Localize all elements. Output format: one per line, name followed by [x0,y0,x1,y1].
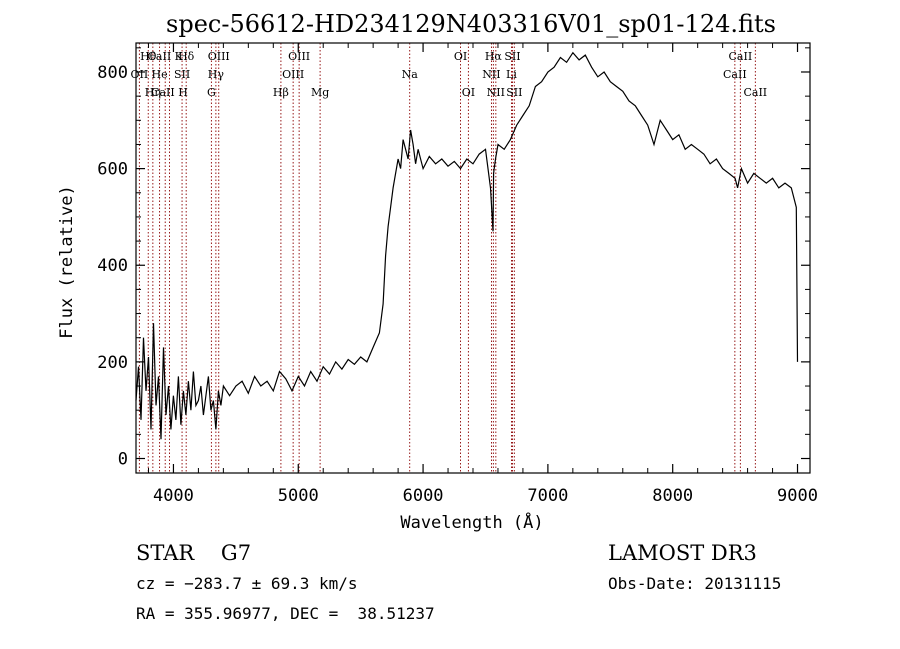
obs-date-text: Obs-Date: 20131115 [608,574,781,593]
y-axis-label: Flux (relative) [57,185,77,339]
line-marker-label: CaII K [148,50,184,63]
y-tick-label: 0 [118,450,128,470]
plot-frame [135,42,811,474]
object-class: STAR G7 [136,541,251,565]
line-marker-label: Hη [145,86,161,99]
x-tick-label: 6000 [403,486,444,506]
chart-title: spec-56612-HD234129N403316V01_sp01-124.f… [166,10,776,38]
line-marker-label: Hγ [208,68,225,81]
line-marker-label: Hδ [178,50,195,63]
x-tick-label: 4000 [153,486,194,506]
line-marker-label: CaII H [151,86,188,99]
x-tick-label: 5000 [278,486,319,506]
x-axis: 4000 5000 6000 7000 8000 9000 [147,43,818,506]
line-marker-label: CaII [729,50,753,63]
y-tick-label: 400 [97,256,128,276]
redshift-text: cz = −283.7 ± 69.3 km/s [136,574,358,593]
line-marker-label: Li [506,68,517,81]
line-marker-label: Hθ [140,50,157,63]
x-tick-label: 8000 [652,486,693,506]
line-marker-label: Na [402,68,419,81]
line-marker-label: SII [174,68,190,81]
line-marker-label: OII [131,68,149,81]
line-marker-label: OI [462,86,475,99]
line-marker-label: CaII [743,86,767,99]
line-marker-label: NII [487,86,505,99]
line-marker-labels: OII Hθ Hη CaII K CaII H He SII Hδ G Hγ OIII Hβ OIII O… [131,50,768,99]
line-marker-label: Hα [485,50,503,63]
x-tick-label: 7000 [527,486,568,506]
y-tick-label: 600 [97,160,128,180]
line-marker-label: OIII [208,50,230,63]
line-marker-label: SII [504,50,520,63]
coords-text: RA = 355.96977, DEC = 38.51237 [136,604,435,623]
line-marker-label: Hβ [273,86,289,99]
series-line [135,51,799,440]
x-tick-label: 9000 [777,486,818,506]
line-marker-label: He [152,68,168,81]
y-axis: 0 200 400 600 800 [97,47,810,470]
y-tick-label: 800 [97,63,128,83]
line-marker-label: NII [482,68,500,81]
line-marker-label: OI [454,50,467,63]
line-marker-label: CaII [723,68,747,81]
line-marker-label: OIII [282,68,304,81]
line-marker-label: G [207,86,216,99]
line-marker-label: OIII [288,50,310,63]
y-tick-label: 200 [97,353,128,373]
x-axis-label: Wavelength (Å) [400,511,543,533]
survey-name: LAMOST DR3 [608,541,757,565]
line-marker-label: SII [506,86,522,99]
line-markers [138,43,756,473]
line-marker-label: Mg [311,86,329,99]
